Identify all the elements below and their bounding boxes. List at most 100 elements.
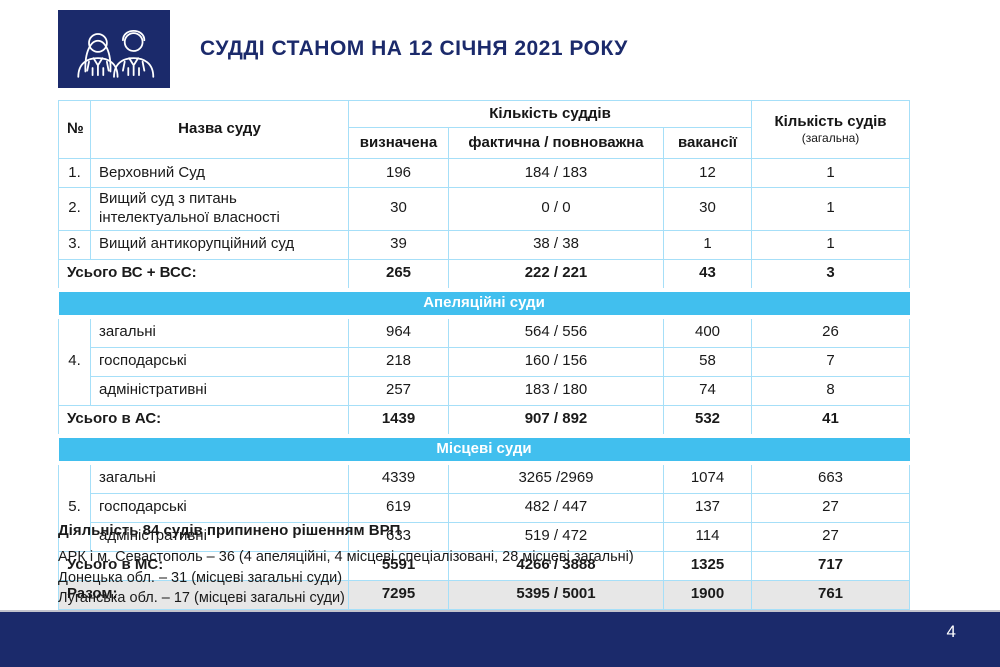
cell-actual: 564 / 556 <box>448 316 664 348</box>
cell-court-name: господарські <box>90 346 349 377</box>
footnote: Діяльність 84 судів припинено рішенням В… <box>58 520 634 609</box>
cell-determined: 7295 <box>348 579 449 610</box>
cell-actual: 38 / 38 <box>448 229 664 260</box>
header: СУДДІ СТАНОМ НА 12 СІЧНЯ 2021 РОКУ <box>58 10 628 88</box>
cell-vacancies: 12 <box>662 158 753 188</box>
cell-determined: 265 <box>348 258 449 290</box>
cell-court-name: загальні <box>90 316 349 348</box>
cell-vacancies: 114 <box>662 521 753 552</box>
cell-courts: 717 <box>751 550 911 581</box>
total-label: Усього в МС: <box>58 550 349 581</box>
cell-courts: 761 <box>751 579 911 610</box>
cell-vacancies: 43 <box>662 258 753 290</box>
table-header-row-1: № Назва суду Кількість суддів Кількість … <box>58 100 911 159</box>
cell-determined: 964 <box>348 316 449 348</box>
table-row-group-cont: господарські 218 160 / 156 58 7 <box>59 346 911 377</box>
cell-determined: 619 <box>348 492 449 523</box>
col-header-actual: фактична / повноважна <box>448 127 664 159</box>
footnote-title: Діяльність 84 судів припинено рішенням В… <box>58 522 401 539</box>
cell-actual: 519 / 472 <box>448 521 664 552</box>
cell-no: 1. <box>58 158 91 188</box>
cell-no: 4. <box>58 316 91 406</box>
cell-vacancies: 1074 <box>662 462 753 494</box>
cell-court-name: Вищий суд з питань інтелектуальної власн… <box>90 187 349 231</box>
table-row-data: 1. Верховний Суд 196 184 / 183 12 1 <box>58 158 911 188</box>
cell-actual: 907 / 892 <box>448 404 664 436</box>
table-row-data: 3. Вищий антикорупційний суд 39 38 / 38 1 1 <box>58 229 911 260</box>
cell-court-name: господарські <box>90 492 349 523</box>
judges-icon <box>58 10 170 88</box>
cell-courts: 27 <box>751 492 911 523</box>
table-row-band: Місцеві суди <box>58 433 910 465</box>
table-row-total: Усього в МС: 5591 4266 / 3888 1325 717 <box>58 550 911 581</box>
cell-vacancies: 74 <box>662 375 753 406</box>
cell-vacancies: 1 <box>662 229 753 260</box>
cell-actual: 482 / 447 <box>448 492 664 523</box>
cell-court-name: Вищий антикорупційний суд <box>90 229 349 260</box>
cell-determined: 4339 <box>348 462 449 494</box>
cell-vacancies: 1900 <box>662 579 753 610</box>
cell-courts: 1 <box>751 229 911 260</box>
cell-vacancies: 58 <box>662 346 753 377</box>
cell-actual: 184 / 183 <box>448 158 664 188</box>
cell-courts: 7 <box>751 346 911 377</box>
cell-courts: 27 <box>751 521 911 552</box>
cell-vacancies: 532 <box>662 404 753 436</box>
section-band-label: Апеляційні суди <box>58 287 910 319</box>
cell-court-name: Верховний Суд <box>90 158 349 188</box>
footnote-line: АРК і м. Севастополь – 36 (4 апеляційні,… <box>58 549 634 566</box>
table-row-group-cont: адміністративні 257 183 / 180 74 8 <box>59 375 911 406</box>
cell-courts: 26 <box>751 316 911 348</box>
cell-courts: 663 <box>751 462 911 494</box>
footer-bar: 4 <box>0 610 1000 667</box>
courts-count-line1: Кількість судів <box>774 113 887 131</box>
table-row-group: 5. загальні 4339 3265 /2969 1074 663 <box>58 462 911 552</box>
col-header-vacancies: вакансії <box>662 127 753 159</box>
col-header-courts-count: Кількість судів (загальна) <box>751 100 911 159</box>
col-header-no: № <box>58 100 91 159</box>
cell-courts: 1 <box>751 158 911 188</box>
cell-determined: 1439 <box>348 404 449 436</box>
section-band-label: Місцеві суди <box>58 433 910 465</box>
cell-no: 3. <box>58 229 91 260</box>
total-label: Усього ВС + ВСС: <box>58 258 349 290</box>
table-row-group-cont: адміністративні 633 519 / 472 114 27 <box>59 521 911 552</box>
cell-actual: 4266 / 3888 <box>448 550 664 581</box>
judges-table: № Назва суду Кількість суддів Кількість … <box>58 100 911 610</box>
cell-actual: 0 / 0 <box>448 187 664 231</box>
cell-actual: 3265 /2969 <box>448 462 664 494</box>
table-row-grand: Разом: 7295 5395 / 5001 1900 761 <box>58 579 911 610</box>
judges-table-wrapper: № Назва суду Кількість суддів Кількість … <box>58 100 911 610</box>
cell-courts: 1 <box>751 187 911 231</box>
cell-vacancies: 30 <box>662 187 753 231</box>
table-row-data: 2. Вищий суд з питань інтелектуальної вла… <box>58 187 911 231</box>
footnote-line: Донецька обл. – 31 (місцеві загальні суд… <box>58 569 343 586</box>
cell-actual: 222 / 221 <box>448 258 664 290</box>
total-label: Разом: <box>58 579 349 610</box>
cell-determined: 39 <box>348 229 449 260</box>
cell-courts: 8 <box>751 375 911 406</box>
table-header-row-2: визначена фактична / повноважна вакансії <box>59 127 910 159</box>
total-label: Усього в АС: <box>58 404 349 436</box>
courts-count-line2: (загальна) <box>801 130 860 145</box>
cell-determined: 218 <box>348 346 449 377</box>
cell-actual: 160 / 156 <box>448 346 664 377</box>
footnote-line: Луганська обл. – 17 (місцеві загальні су… <box>58 590 345 607</box>
cell-court-name: загальні <box>90 462 349 494</box>
cell-actual: 183 / 180 <box>448 375 664 406</box>
cell-determined: 257 <box>348 375 449 406</box>
table-row-group-cont: господарські 619 482 / 447 137 27 <box>59 492 911 523</box>
cell-vacancies: 137 <box>662 492 753 523</box>
table-row-total: Усього ВС + ВСС: 265 222 / 221 43 3 <box>58 258 911 290</box>
col-header-determined: визначена <box>348 127 449 159</box>
cell-court-name: адміністративні <box>90 521 349 552</box>
page-number: 4 <box>946 622 956 641</box>
cell-determined: 196 <box>348 158 449 188</box>
cell-no: 2. <box>58 187 91 231</box>
cell-courts: 3 <box>751 258 911 290</box>
cell-vacancies: 1325 <box>662 550 753 581</box>
cell-court-name: адміністративні <box>90 375 349 406</box>
col-header-court-name: Назва суду <box>90 100 349 159</box>
col-header-judges-group: Кількість суддів <box>347 100 753 128</box>
